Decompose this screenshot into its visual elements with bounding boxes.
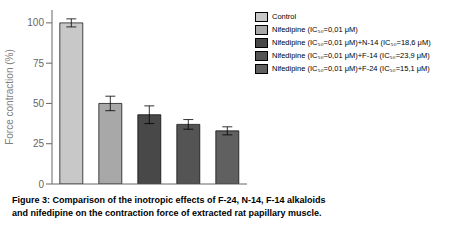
html-text:Nifedipine (IC₅₀=0,01 μM)+F-14: Nifedipine (IC₅₀=0,01 μM)+F-14 (IC₅₀=23,… (272, 51, 430, 60)
html-text:Nifedipine (IC₅₀=0,01 μM)+F-24: Nifedipine (IC₅₀=0,01 μM)+F-24 (IC₅₀=15,… (272, 64, 430, 73)
svg-text:100: 100 (27, 17, 44, 28)
html-text:and nifedipine on the contract: and nifedipine on the contraction force … (12, 208, 322, 218)
html-text:Control: Control (272, 12, 297, 21)
html-text:Nifedipine (IC₅₀=0,01 μM)+N-14: Nifedipine (IC₅₀=0,01 μM)+N-14 (IC₅₀=18,… (272, 38, 431, 47)
svg-text:0: 0 (38, 179, 44, 190)
svg-text:50: 50 (33, 98, 45, 109)
html-text:Nifedipine (IC₅₀=0,01 μM): Nifedipine (IC₅₀=0,01 μM) (272, 25, 358, 34)
svg-text:75: 75 (33, 58, 45, 69)
html-text:Figure 3: Comparison of the in: Figure 3: Comparison of the inotropic ef… (12, 195, 326, 205)
svg-text:25: 25 (33, 138, 45, 149)
svg-text:Force contraction (%): Force contraction (%) (4, 49, 15, 145)
